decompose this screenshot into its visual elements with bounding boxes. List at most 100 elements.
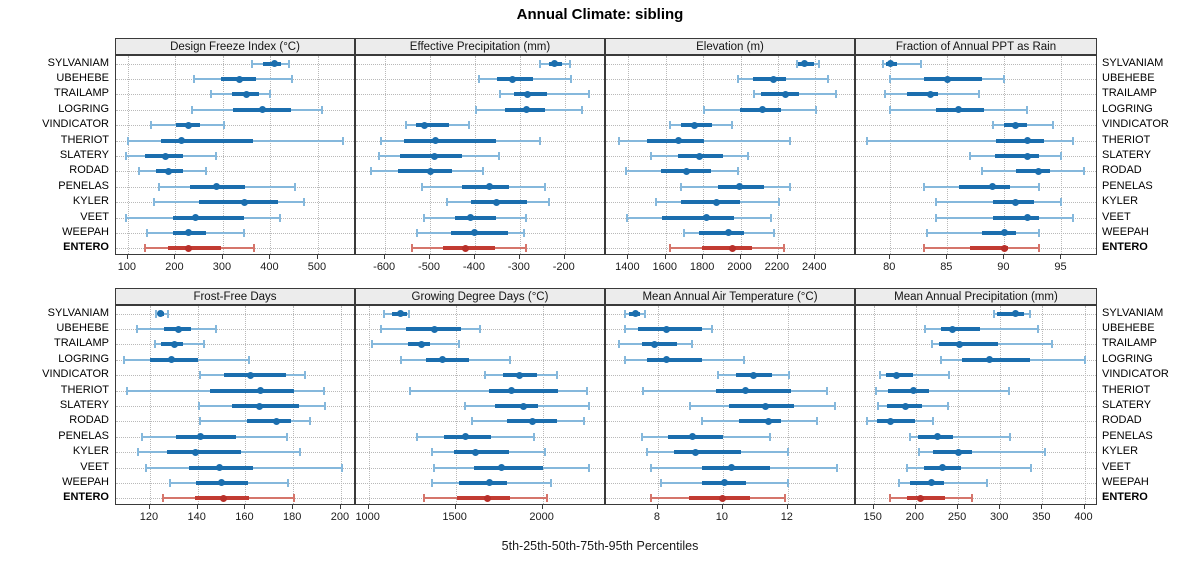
- whisker-cap-high: [1003, 75, 1006, 84]
- whisker-cap-low: [409, 386, 412, 395]
- x-tick-label: 1400: [615, 261, 640, 273]
- median-dot: [949, 325, 957, 333]
- chart-title: Annual Climate: sibling: [516, 6, 684, 23]
- x-tick: [563, 255, 565, 259]
- iqr-bar: [459, 480, 507, 485]
- iqr-bar: [996, 311, 1024, 316]
- x-tick-label: 150: [863, 511, 882, 523]
- median-dot: [985, 356, 993, 364]
- whisker-cap-low: [617, 340, 620, 349]
- whisker-cap-high: [547, 198, 550, 207]
- site-label-right: VEET: [1102, 210, 1131, 223]
- whisker-cap-low: [126, 136, 129, 145]
- median-dot: [192, 214, 200, 222]
- whisker-cap-high: [290, 75, 293, 84]
- median-dot: [909, 387, 917, 395]
- y-gridline: [356, 94, 604, 96]
- x-tick: [269, 255, 271, 259]
- whisker-cap-high: [568, 59, 571, 68]
- site-label-left: PENELAS: [58, 179, 109, 192]
- whisker-cap-low: [471, 417, 474, 426]
- whisker-cap-high: [1043, 448, 1046, 457]
- whisker-cap-high: [286, 432, 289, 441]
- site-label-right: THERIOT: [1102, 383, 1151, 396]
- x-tick: [429, 255, 431, 259]
- median-dot: [472, 448, 480, 456]
- x-tick-label: 1600: [652, 261, 678, 273]
- median-dot: [466, 214, 474, 222]
- whisker-cap-low: [925, 228, 928, 237]
- site-label-left: UBEHEBE: [56, 72, 109, 85]
- x-tick: [339, 505, 341, 509]
- whisker-cap-low: [795, 59, 798, 68]
- whisker-cap-high: [1026, 105, 1029, 114]
- whisker-cap-low: [624, 325, 627, 334]
- iqr-bar: [907, 92, 939, 97]
- x-tick: [946, 255, 948, 259]
- median-dot: [171, 340, 179, 348]
- median-dot: [507, 387, 515, 395]
- whisker-cap-low: [431, 478, 434, 487]
- y-gridline: [856, 125, 1096, 127]
- median-dot: [736, 183, 744, 191]
- x-tick-label: 100: [117, 261, 137, 273]
- whisker-cap-low: [752, 90, 755, 99]
- median-dot: [902, 402, 910, 410]
- site-label-right: ENTERO: [1102, 491, 1148, 504]
- y-gridline: [856, 63, 1096, 65]
- whisker-cap-high: [323, 386, 326, 395]
- median-dot: [418, 340, 426, 348]
- whisker-cap-low: [703, 105, 706, 114]
- site-label-right: VINDICATOR: [1102, 368, 1169, 381]
- whisker-cap-high: [1071, 136, 1074, 145]
- median-dot: [675, 137, 683, 145]
- median-dot: [240, 198, 248, 206]
- median-dot: [551, 60, 559, 68]
- whisker-cap-high: [1037, 182, 1040, 191]
- whisker-cap-high: [342, 136, 345, 145]
- median-dot: [1023, 214, 1031, 222]
- median-dot: [1012, 198, 1020, 206]
- whisker-cap-high: [970, 494, 973, 503]
- median-dot: [220, 494, 228, 502]
- site-label-left: LOGRING: [58, 102, 109, 115]
- median-dot: [461, 433, 469, 441]
- site-label-right: PENELAS: [1102, 179, 1153, 192]
- x-gridline: [368, 306, 370, 504]
- median-dot: [246, 371, 254, 379]
- site-label-right: RODAD: [1102, 164, 1142, 177]
- x-tick: [221, 255, 223, 259]
- iqr-bar: [641, 342, 678, 347]
- median-dot: [185, 121, 193, 129]
- whisker-cap-low: [379, 325, 382, 334]
- whisker-cap-high: [815, 105, 818, 114]
- panel-plot: [355, 55, 605, 255]
- x-tick-label: -200: [552, 261, 575, 273]
- whisker-line: [876, 389, 1010, 392]
- median-dot: [934, 433, 942, 441]
- whisker-line: [919, 451, 1045, 454]
- whisker-cap-high: [549, 478, 552, 487]
- iqr-bar: [739, 419, 782, 424]
- site-label-left: THERIOT: [60, 383, 109, 396]
- whisker-cap-low: [383, 309, 386, 318]
- median-dot: [943, 75, 951, 83]
- whisker-cap-low: [475, 105, 478, 114]
- median-dot: [1012, 121, 1020, 129]
- whisker-line: [925, 328, 1039, 331]
- median-dot: [727, 464, 735, 472]
- whisker-cap-high: [731, 121, 734, 130]
- whisker-cap-low: [150, 121, 153, 130]
- whisker-cap-high: [946, 402, 949, 410]
- whisker-cap-high: [252, 244, 255, 253]
- site-label-right: ENTERO: [1102, 241, 1148, 254]
- x-tick: [541, 505, 543, 509]
- iqr-bar: [461, 184, 510, 189]
- site-label-left: KYLER: [72, 195, 109, 208]
- whisker-cap-high: [1083, 167, 1086, 176]
- whisker-cap-high: [479, 325, 482, 334]
- whisker-cap-low: [883, 90, 886, 99]
- x-tick: [1060, 255, 1062, 259]
- whisker-cap-high: [773, 228, 776, 237]
